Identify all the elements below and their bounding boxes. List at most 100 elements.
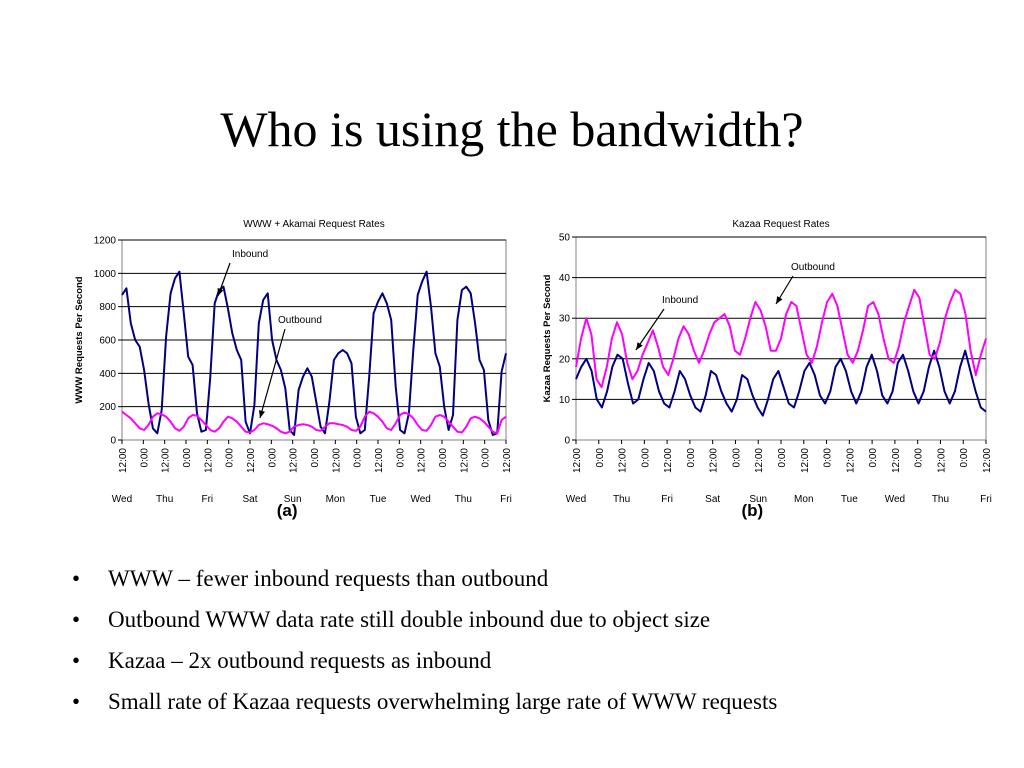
y-tick-label: 1200 [94,236,117,247]
y-axis-label: Kazaa Requests Per Second [542,274,553,402]
y-axis-label: WWW Requests Per Second [74,276,85,403]
y-tick-label: 40 [559,273,571,284]
x-tick-label: 12:00 [203,448,214,473]
y-tick-label: 50 [559,233,571,244]
x-tick-label: 0:00 [267,448,278,468]
x-tick-label: 0:00 [959,448,970,468]
x-tick-label: 0:00 [310,448,321,468]
x-tick-label: 0:00 [438,448,449,468]
bullet-text: Outbound WWW data rate still double inbo… [108,607,711,632]
x-day-label: Thu [613,494,630,505]
x-tick-label: 12:00 [289,448,300,473]
x-day-label: Fri [661,494,673,505]
x-tick-label: 12:00 [845,448,856,473]
x-day-label: Wed [885,494,905,505]
arrowhead [217,288,224,296]
page-title: Who is using the bandwidth? [220,101,804,157]
x-day-label: Fri [980,494,992,505]
x-tick-label: 12:00 [246,448,257,473]
panel-label: (b) [741,501,763,520]
x-tick-label: 12:00 [417,448,428,473]
x-tick-label: 0:00 [686,448,697,468]
x-day-label: Mon [326,494,345,505]
series-line [121,410,507,435]
x-tick-label: 0:00 [182,448,193,468]
arrowhead [776,296,783,304]
x-day-label: Tue [841,494,858,505]
series-line [575,288,987,389]
bullet-symbol: • [72,689,81,714]
bullet-symbol: • [72,648,81,673]
www-akamai-chart: WWW + Akamai Request Rates 0 200 400 600 800 1… [74,219,513,520]
series-line [575,349,987,417]
x-tick-label: 12:00 [459,448,470,473]
x-tick-label: 12:00 [502,448,513,473]
panel-label: (a) [277,501,298,520]
x-tick-label: 12:00 [331,448,342,473]
annotation-arrow [259,328,286,419]
x-day-label: Sat [705,494,720,505]
y-tick-label: 0 [564,436,570,447]
x-tick-label: 12:00 [709,448,720,473]
x-day-label: Fri [201,494,213,505]
x-tick-label: 0:00 [914,448,925,468]
annotation-label: Outbound [278,315,322,326]
y-tick-label: 0 [110,436,116,447]
x-day-label: Sat [242,494,257,505]
chart-title: WWW + Akamai Request Rates [243,219,384,230]
x-day-label: Sun [749,494,767,505]
x-tick-label: 0:00 [731,448,742,468]
x-day-label: Thu [455,494,472,505]
x-tick-label: 12:00 [572,448,583,473]
kazaa-chart: Kazaa Request Rates 0 10 20 30 40 50 Kazaa Requ… [542,219,993,520]
bullet-item: • Kazaa – 2x outbound requests as inbound [72,647,777,688]
bullet-text: Small rate of Kazaa requests overwhelmin… [108,689,778,714]
x-tick-label: 0:00 [225,448,236,468]
x-day-label: Wed [410,494,430,505]
annotation-label: Inbound [232,249,268,260]
x-tick-label: 12:00 [754,448,765,473]
y-tick-label: 10 [559,395,571,406]
x-day-label: Mon [794,494,813,505]
x-tick-label: 12:00 [800,448,811,473]
x-tick-label: 0:00 [395,448,406,468]
bullet-symbol: • [72,607,81,632]
y-tick-label: 1000 [94,269,117,280]
bullet-text: WWW – fewer inbound requests than outbou… [108,566,549,591]
series-line [121,270,507,436]
y-tick-label: 800 [99,302,116,313]
x-tick-label: 12:00 [982,448,993,473]
annotation-label: Inbound [662,295,698,306]
x-tick-label: 0:00 [481,448,492,468]
bullet-item: • Small rate of Kazaa requests overwhelmi… [72,688,777,729]
x-tick-label: 12:00 [618,448,629,473]
x-tick-label: 0:00 [353,448,364,468]
annotation-arrow [635,308,665,351]
x-tick-label: 12:00 [374,448,385,473]
x-tick-label: 0:00 [595,448,606,468]
x-day-label: Sun [284,494,302,505]
x-day-label: Thu [156,494,173,505]
bullet-text: Kazaa – 2x outbound requests as inbound [108,648,492,673]
x-day-label: Wed [112,494,132,505]
y-tick-label: 400 [99,369,116,380]
x-day-label: Fri [500,494,512,505]
bullet-list: • WWW – fewer inbound requests than outbo… [72,565,777,729]
bullet-item: • WWW – fewer inbound requests than outbo… [72,565,777,606]
x-tick-label: 0:00 [640,448,651,468]
y-tick-label: 30 [559,314,571,325]
x-day-label: Thu [932,494,949,505]
x-tick-label: 12:00 [161,448,172,473]
x-tick-label: 0:00 [777,448,788,468]
x-tick-label: 0:00 [139,448,150,468]
x-tick-label: 12:00 [663,448,674,473]
bullet-item: • Outbound WWW data rate still double inb… [72,606,777,647]
bullet-symbol: • [72,566,81,591]
y-tick-label: 200 [99,402,116,413]
x-tick-label: 12:00 [936,448,947,473]
arrowhead [636,342,643,350]
chart-title: Kazaa Request Rates [732,219,829,230]
y-tick-label: 20 [559,354,571,365]
x-tick-label: 0:00 [823,448,834,468]
arrowhead [258,410,265,418]
